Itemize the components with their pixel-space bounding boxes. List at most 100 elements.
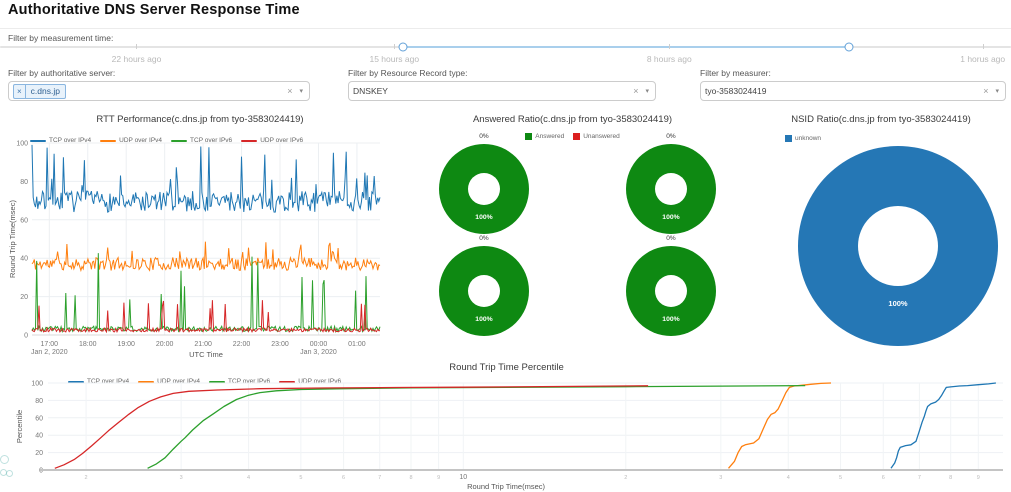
legend-item[interactable]: TCP over IPv4 [68,378,129,385]
svg-text:20:00: 20:00 [156,341,174,348]
legend-label: Answered [535,133,565,140]
svg-text:6: 6 [342,475,345,481]
chevron-down-icon[interactable]: ▾ [995,88,999,95]
legend-item[interactable]: Unanswered [573,133,620,140]
chart-title: RTT Performance(c.dns.jp from tyo-358302… [96,114,304,125]
measurer-select[interactable]: tyo-3583024419 × ▾ [700,81,1006,101]
svg-text:40: 40 [35,433,43,440]
answered-legend: Answered Unanswered [400,133,745,140]
slider-tick [136,44,138,49]
series-tcp-over-ipv6 [147,384,806,469]
svg-text:21:00: 21:00 [194,341,212,348]
svg-text:Round Trip Time(msec): Round Trip Time(msec) [467,482,545,491]
time-filter-label: Filter by measurement time: [8,33,114,43]
legend-label: Unanswered [583,133,620,140]
selected-tag: × c.dns.jp [13,83,66,99]
slider-tick [982,44,984,49]
legend-item[interactable]: UDP over IPv6 [279,378,341,385]
svg-text:8: 8 [949,475,952,481]
nsid-ratio-donut[interactable]: 100% [755,110,1007,358]
slider-selected-range[interactable] [403,46,850,48]
svg-text:Jan 3, 2020: Jan 3, 2020 [300,349,337,356]
clear-icon[interactable]: × [633,86,639,96]
svg-text:19:00: 19:00 [117,341,135,348]
round-trip-time-percentile-chart[interactable]: 020406080100234567891023456789Round Trip… [6,358,1007,492]
legend-swatch [68,380,84,383]
slider-handle-1[interactable] [398,42,408,52]
svg-text:100%: 100% [475,316,492,323]
authoritative-server-select[interactable]: × c.dns.jp × ▾ [8,81,310,101]
filter-resource-record-type: Filter by Resource Record type: DNSKEY ×… [348,68,656,101]
legend-item[interactable]: UDP over IPv4 [100,137,162,144]
chevron-down-icon[interactable]: ▾ [299,88,303,95]
slider-handle-2[interactable] [844,42,854,52]
filter-label: Filter by measurer: [700,68,771,78]
divider [0,28,1011,29]
legend-swatch [573,133,581,140]
tag-label: c.dns.jp [30,86,60,96]
legend-item[interactable]: TCP over IPv4 [30,137,91,144]
legend-item[interactable]: UDP over IPv4 [138,378,200,385]
svg-text:5: 5 [839,475,842,481]
legend-swatch [525,133,533,140]
svg-text:100%: 100% [475,214,492,221]
svg-text:100: 100 [16,141,28,148]
time-range-slider[interactable]: 22 hours ago 15 hours ago 8 hours ago 1 hor… [0,40,1011,66]
svg-text:6: 6 [882,475,885,481]
series-tcp-over-ipv4 [890,382,996,469]
svg-text:100: 100 [31,381,43,388]
svg-text:20: 20 [35,450,43,457]
filter-label: Filter by authoritative server: [8,68,116,78]
slider-mark-label: 1 horus ago [960,54,1006,64]
legend-item[interactable]: unknown [785,135,821,142]
legend-swatch [209,380,226,383]
chevron-down-icon[interactable]: ▾ [645,88,649,95]
svg-text:Round Trip Time(msec): Round Trip Time(msec) [8,200,17,278]
legend-label: TCP over IPv6 [190,137,233,144]
svg-text:100%: 100% [662,214,679,221]
answered-donut-2: 0% 100% [626,133,716,234]
legend-item[interactable]: TCP over IPv6 [171,137,232,144]
legend-item[interactable]: UDP over IPv6 [241,137,303,144]
svg-text:9: 9 [437,475,440,481]
svg-text:23:00: 23:00 [271,341,289,348]
answered-ratio-donuts[interactable]: 0% 100% 0% 100% 0% 100% 0% 100% [400,110,745,358]
rtt-series [31,144,381,334]
legend-swatch [279,380,296,383]
stray-marker [6,470,13,477]
legend-item[interactable]: TCP over IPv6 [209,378,270,385]
legend-item[interactable]: Answered [525,133,564,140]
percentile-series [54,382,996,469]
series-udp-over-ipv4 [31,241,381,273]
legend-swatch [785,135,792,142]
legend-swatch [30,139,46,142]
tag-remove-icon[interactable]: × [14,84,26,98]
svg-text:80: 80 [35,398,43,405]
svg-text:2: 2 [624,475,627,481]
nsid-legend: unknown [785,135,821,142]
clear-icon[interactable]: × [983,86,989,96]
clear-icon[interactable]: × [287,86,293,96]
svg-text:2: 2 [85,475,88,481]
legend-label: TCP over IPv4 [49,137,92,144]
legend-label: UDP over IPv6 [260,137,304,144]
select-value: DNSKEY [353,86,388,96]
legend-swatch [241,139,258,142]
resource-record-type-select[interactable]: DNSKEY × ▾ [348,81,656,101]
answered-donut-1: 0% 100% [439,133,529,234]
svg-text:80: 80 [20,179,28,186]
nsid-donut: 100% [798,146,998,346]
svg-text:Jan 2, 2020: Jan 2, 2020 [31,349,68,356]
slider-tick [669,44,671,49]
percentile-legend: TCP over IPv4 UDP over IPv4 TCP over IPv6 U… [68,378,341,385]
legend-swatch [100,139,117,142]
chart-title: Round Trip Time Percentile [449,362,564,373]
chart-title: NSID Ratio(c.dns.jp from tyo-3583024419) [791,114,971,125]
svg-text:60: 60 [20,217,28,224]
svg-text:7: 7 [918,475,921,481]
svg-text:100%: 100% [662,316,679,323]
svg-text:0: 0 [24,333,28,340]
svg-text:40: 40 [20,256,28,263]
svg-text:0%: 0% [479,235,489,242]
